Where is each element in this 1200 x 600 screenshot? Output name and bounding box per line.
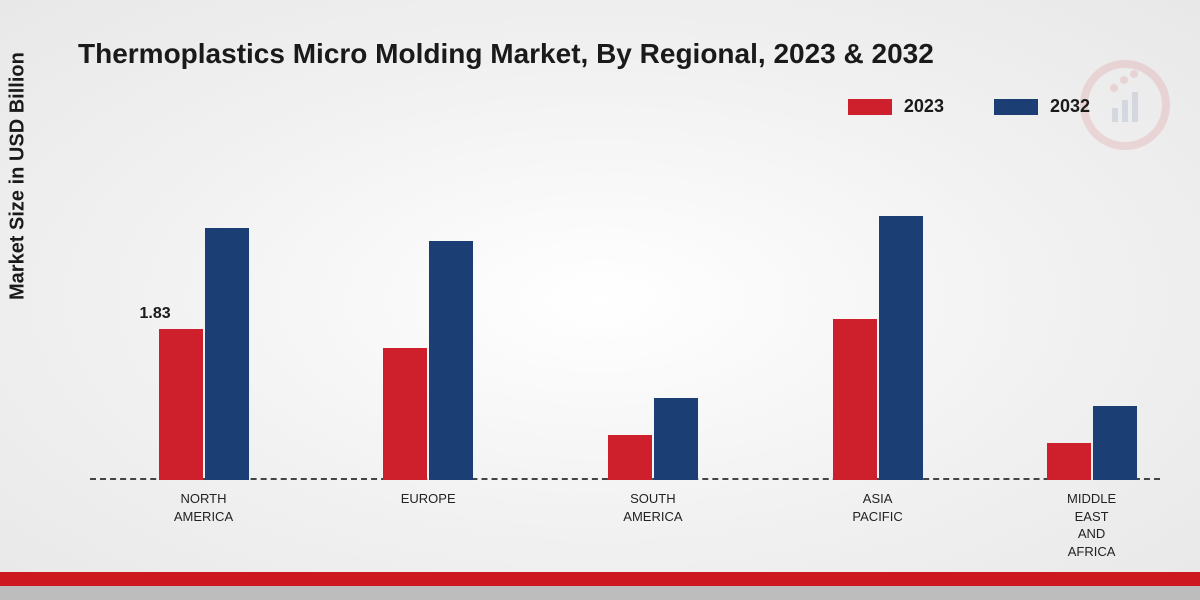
y-axis-label: Market Size in USD Billion (7, 52, 30, 300)
chart-legend: 2023 2032 (848, 96, 1090, 117)
legend-swatch-2023 (848, 99, 892, 115)
legend-label-2032: 2032 (1050, 96, 1090, 117)
legend-label-2023: 2023 (904, 96, 944, 117)
bar-group-na: 1.83 NORTH AMERICA (144, 228, 264, 480)
x-label-sa: SOUTH AMERICA (623, 490, 682, 525)
bar-group-mea: MIDDLE EAST AND AFRICA (1032, 406, 1152, 480)
bar-group-eu: EUROPE (368, 241, 488, 480)
bar-group-ap: ASIA PACIFIC (818, 216, 938, 480)
footer-bar-grey (0, 586, 1200, 600)
bar-group-sa: SOUTH AMERICA (593, 398, 713, 481)
bar-eu-2023 (383, 348, 427, 480)
chart-title: Thermoplastics Micro Molding Market, By … (78, 38, 934, 70)
legend-item-2032: 2032 (994, 96, 1090, 117)
bar-mea-2032 (1093, 406, 1137, 480)
bar-mea-2023 (1047, 443, 1091, 480)
bar-eu-2032 (429, 241, 473, 480)
bar-ap-2023 (833, 319, 877, 480)
plot-area: 1.83 NORTH AMERICA EUROPE SOUTH AMERICA … (90, 150, 1160, 480)
legend-swatch-2032 (994, 99, 1038, 115)
x-label-eu: EUROPE (401, 490, 456, 508)
bar-sa-2023 (608, 435, 652, 480)
footer-bar-red (0, 572, 1200, 586)
x-label-mea: MIDDLE EAST AND AFRICA (1067, 490, 1116, 560)
x-label-ap: ASIA PACIFIC (852, 490, 902, 525)
legend-item-2023: 2023 (848, 96, 944, 117)
bar-value-label-na-2023: 1.83 (140, 305, 171, 323)
bar-ap-2032 (879, 216, 923, 480)
x-label-na: NORTH AMERICA (174, 490, 233, 525)
watermark-logo (1080, 60, 1170, 150)
bar-na-2032 (205, 228, 249, 480)
bar-na-2023 (159, 329, 203, 480)
bar-sa-2032 (654, 398, 698, 481)
